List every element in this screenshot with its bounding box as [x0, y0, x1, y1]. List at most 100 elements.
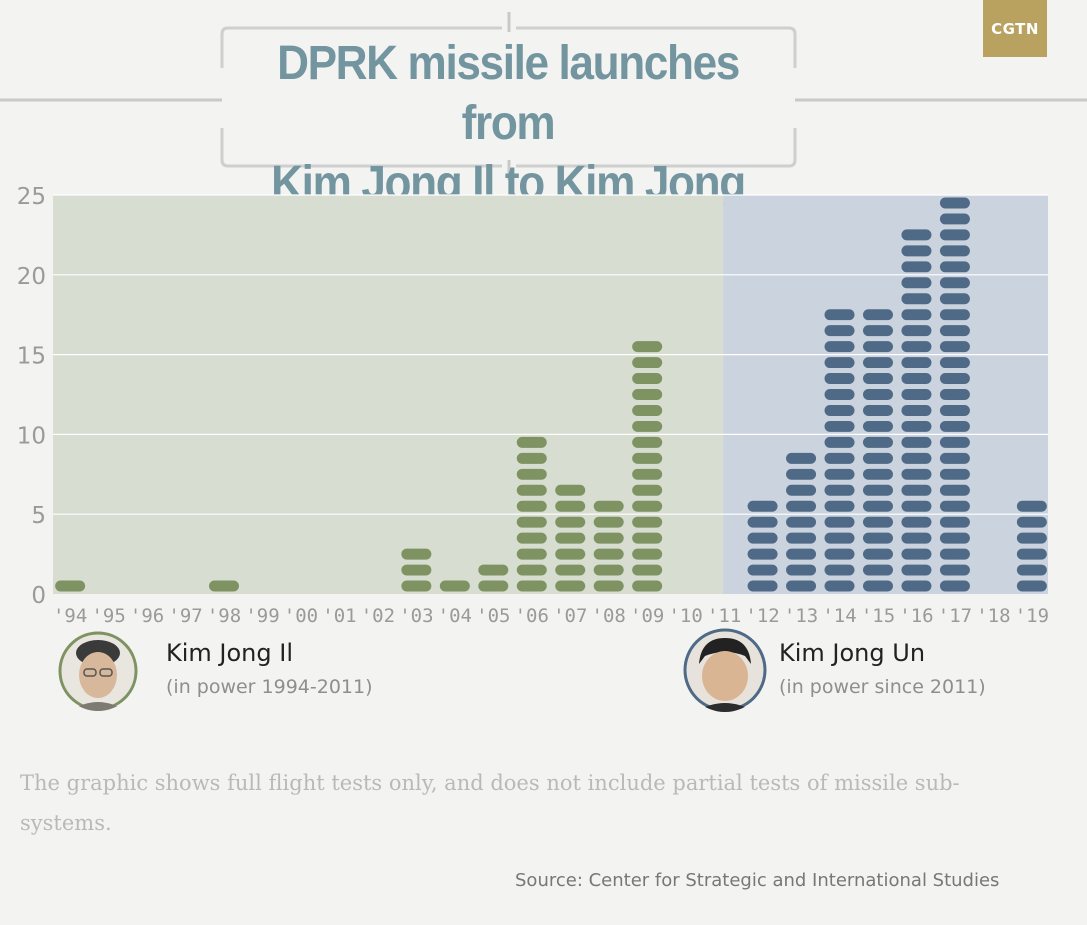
bar-segment	[786, 500, 817, 512]
x-tick-label-17: '17	[938, 605, 972, 627]
bar-94	[55, 580, 86, 592]
bar-segment	[632, 564, 663, 576]
bar-segment	[824, 564, 855, 576]
x-tick-label-03: '03	[399, 605, 433, 627]
bar-segment	[939, 452, 970, 464]
bar-segment	[939, 293, 970, 305]
x-tick-label-13: '13	[784, 605, 818, 627]
leader-term-kim-jong-un: (in power since 2011)	[779, 676, 986, 698]
bar-segment	[862, 468, 893, 480]
source-credit: Source: Center for Strategic and Interna…	[515, 870, 1000, 891]
bar-segment	[824, 484, 855, 496]
x-tick-label-99: '99	[245, 605, 279, 627]
y-tick-label-20: 20	[17, 264, 46, 290]
bar-segment	[1016, 548, 1047, 560]
bar-segment	[516, 484, 547, 496]
bar-segment	[901, 245, 932, 257]
leader-name-kim-jong-il: Kim Jong Il	[166, 639, 293, 667]
bar-segment	[555, 516, 586, 528]
bar-05	[478, 564, 509, 592]
bar-segment	[593, 580, 624, 592]
bar-segment	[824, 500, 855, 512]
bar-segment	[632, 516, 663, 528]
bar-segment	[632, 580, 663, 592]
bar-segment	[1016, 516, 1047, 528]
bar-segment	[901, 277, 932, 289]
bar-segment	[55, 580, 86, 592]
bar-segment	[939, 309, 970, 321]
cgtn-logo: CGTN	[983, 0, 1047, 57]
y-tick-label-0: 0	[31, 583, 46, 609]
bar-segment	[824, 452, 855, 464]
bar-98	[209, 580, 240, 592]
bar-segment	[862, 564, 893, 576]
bar-segment	[824, 357, 855, 369]
bar-06	[516, 436, 547, 592]
bar-segment	[632, 468, 663, 480]
x-tick-label-09: '09	[630, 605, 664, 627]
bar-segment	[401, 580, 432, 592]
x-tick-label-96: '96	[130, 605, 164, 627]
bar-segment	[862, 452, 893, 464]
bar-segment	[747, 548, 778, 560]
bar-segment	[901, 420, 932, 432]
bar-segment	[593, 516, 624, 528]
bar-segment	[939, 548, 970, 560]
bar-segment	[747, 580, 778, 592]
bar-segment	[593, 532, 624, 544]
x-tick-label-01: '01	[322, 605, 356, 627]
bar-segment	[593, 500, 624, 512]
x-tick-label-07: '07	[553, 605, 587, 627]
bar-segment	[901, 261, 932, 273]
bar-segment	[939, 404, 970, 416]
bar-segment	[516, 532, 547, 544]
kim-jong-il-portrait-icon	[58, 631, 138, 711]
bar-segment	[632, 548, 663, 560]
bar-19	[1016, 500, 1047, 592]
bar-segment	[593, 564, 624, 576]
bar-segment	[786, 516, 817, 528]
bar-segment	[516, 548, 547, 560]
bar-segment	[862, 436, 893, 448]
bar-segment	[824, 436, 855, 448]
bar-segment	[901, 373, 932, 385]
chart-title-line-1: DPRK missile launches from	[277, 37, 740, 150]
bar-segment	[747, 532, 778, 544]
bar-segment	[632, 357, 663, 369]
bar-04	[439, 580, 470, 592]
bar-segment	[209, 580, 240, 592]
bar-13	[786, 452, 817, 592]
bar-segment	[901, 548, 932, 560]
bar-14	[824, 309, 855, 592]
bar-segment	[901, 500, 932, 512]
bar-segment	[478, 580, 509, 592]
bar-segment	[901, 580, 932, 592]
bar-segment	[747, 500, 778, 512]
era-background-kim-jong-il	[53, 195, 724, 594]
bar-segment	[939, 532, 970, 544]
x-tick-label-10: '10	[668, 605, 702, 627]
bar-segment	[632, 484, 663, 496]
bar-segment	[939, 420, 970, 432]
bar-segment	[516, 436, 547, 448]
bar-segment	[516, 580, 547, 592]
bar-segment	[401, 564, 432, 576]
bar-segment	[862, 309, 893, 321]
bar-segment	[939, 564, 970, 576]
bar-segment	[901, 325, 932, 337]
bar-segment	[824, 404, 855, 416]
bar-segment	[1016, 580, 1047, 592]
bar-segment	[516, 500, 547, 512]
bar-segment	[824, 389, 855, 400]
bar-segment	[632, 532, 663, 544]
bar-segment	[939, 516, 970, 528]
x-tick-label-04: '04	[438, 605, 472, 627]
bar-segment	[632, 500, 663, 512]
bar-segment	[516, 564, 547, 576]
bar-segment	[939, 500, 970, 512]
bar-segment	[862, 341, 893, 353]
x-tick-label-14: '14	[822, 605, 856, 627]
x-tick-label-15: '15	[861, 605, 895, 627]
bar-segment	[1016, 532, 1047, 544]
x-tick-label-18: '18	[976, 605, 1010, 627]
